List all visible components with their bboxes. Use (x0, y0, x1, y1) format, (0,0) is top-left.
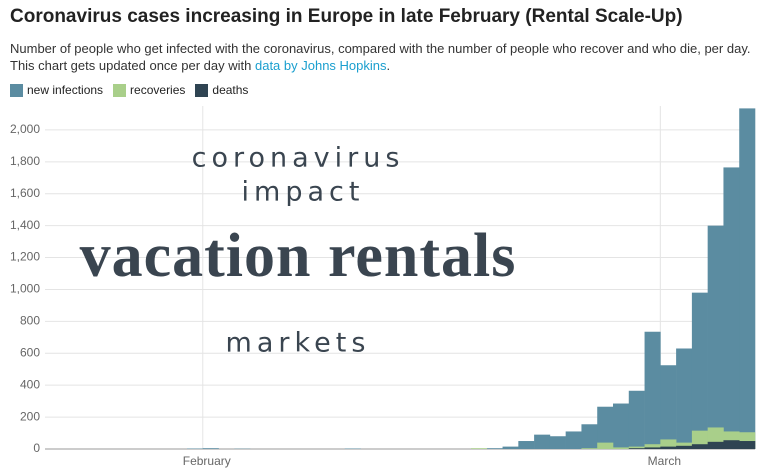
y-tick-label: 1,800 (10, 154, 40, 168)
area-step (723, 167, 740, 449)
legend-label: deaths (212, 83, 249, 97)
legend-item: new infections (10, 83, 103, 97)
area-step (534, 434, 551, 449)
x-tick-label: February (183, 454, 231, 468)
legend-swatch (10, 83, 23, 97)
legend-label: new infections (27, 83, 104, 97)
area-step (202, 448, 219, 449)
area-step (676, 445, 693, 449)
area-step (739, 108, 756, 450)
area-step (628, 448, 645, 449)
legend-label: recoveries (130, 83, 186, 97)
area-step (471, 448, 488, 449)
y-tick-label: 0 (33, 441, 40, 455)
area-step (691, 444, 708, 449)
legend-item: recoveries (113, 83, 185, 97)
legend-item: deaths (195, 83, 248, 97)
area-step (644, 447, 661, 449)
y-tick-label: 200 (20, 409, 40, 423)
area-step (628, 390, 645, 449)
x-tick-label: March (648, 454, 681, 468)
y-tick-label: 1,400 (10, 218, 40, 232)
area-step (565, 431, 582, 449)
chart-title: Coronavirus cases increasing in Europe i… (10, 6, 683, 27)
y-tick-label: 600 (20, 345, 40, 359)
area-step (581, 448, 598, 449)
overlay-text: vacation rentals (80, 222, 517, 290)
area-step (597, 406, 614, 449)
area-step (739, 441, 756, 449)
area-step (502, 446, 519, 449)
area-step (676, 348, 693, 449)
area-step (707, 441, 724, 449)
y-tick-label: 800 (20, 314, 40, 328)
area-step (486, 448, 503, 449)
y-tick-label: 1,000 (10, 282, 40, 296)
area-step (644, 331, 661, 449)
source-link[interactable]: data by Johns Hopkins (254, 58, 387, 73)
area-step (660, 446, 677, 449)
area-step (691, 292, 708, 449)
legend-swatch (113, 83, 127, 97)
area-step (660, 365, 677, 449)
area-step (707, 225, 724, 449)
area-step (597, 442, 614, 449)
y-tick-label: 1,200 (10, 250, 40, 264)
area-step (613, 447, 630, 449)
legend-swatch (195, 83, 209, 97)
y-tick-label: 1,600 (10, 186, 40, 200)
overlay-text: impact (242, 177, 365, 208)
overlay-text: markets (226, 328, 371, 359)
area-step (613, 403, 630, 449)
y-tick-label: 400 (20, 377, 40, 391)
overlay-text: coronavirus (192, 143, 405, 174)
area-step (644, 444, 661, 449)
area-step (660, 439, 677, 449)
subtitle-end: . (386, 58, 391, 73)
area-step (628, 446, 645, 449)
area-step (581, 424, 598, 449)
y-tick-label: 2,000 (10, 122, 40, 136)
subtitle: Number of people who get infected with t… (10, 40, 760, 74)
area-step (549, 436, 566, 449)
area-step (518, 441, 535, 449)
area-step (723, 440, 740, 449)
subtitle-text: Number of people who get infected with t… (10, 41, 751, 73)
legend: new infections recoveries deaths (10, 83, 248, 97)
